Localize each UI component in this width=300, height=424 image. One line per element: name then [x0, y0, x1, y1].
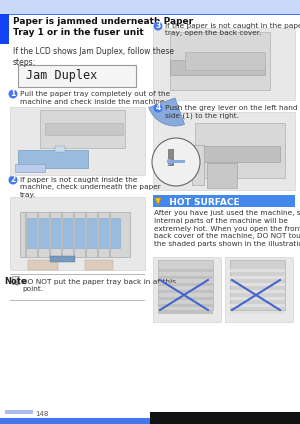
Text: Jam Duplex: Jam Duplex [26, 69, 97, 82]
Bar [158, 290, 213, 293]
Bar [73, 213, 75, 257]
Text: 3: 3 [155, 22, 160, 31]
Text: HOT SURFACE: HOT SURFACE [163, 198, 240, 207]
Bar [97, 213, 99, 257]
Bar [230, 276, 285, 279]
Bar [25, 213, 27, 257]
Bar [85, 213, 87, 257]
Bar [153, 112, 295, 190]
Text: If the paper is not caught in the paper
tray, open the back cover.: If the paper is not caught in the paper … [165, 23, 300, 36]
Bar [158, 276, 213, 279]
Bar [185, 52, 265, 70]
Text: Push the grey lever on the left hand
side (1) to the right.: Push the grey lever on the left hand sid… [165, 105, 298, 119]
Bar [230, 304, 285, 307]
Text: Note: Note [4, 277, 27, 286]
Bar [158, 311, 213, 314]
Bar [0, 14, 300, 15]
Bar [25, 218, 120, 248]
Text: 4: 4 [155, 103, 160, 112]
Bar [158, 304, 213, 307]
Bar [230, 311, 285, 314]
Bar [0, 0, 300, 14]
Polygon shape [155, 198, 161, 205]
Bar [225, 257, 293, 322]
Text: 1: 1 [11, 89, 16, 98]
Text: 2: 2 [11, 176, 16, 184]
Circle shape [8, 176, 17, 184]
Bar [12, 276, 19, 284]
Bar [158, 297, 213, 300]
Bar [50, 256, 75, 262]
Bar [195, 146, 280, 162]
Text: Paper is jammed underneath Paper
Tray 1 or in the fuser unit: Paper is jammed underneath Paper Tray 1 … [13, 17, 193, 37]
Bar [61, 213, 63, 257]
Bar [5, 410, 33, 414]
Bar [153, 195, 295, 207]
Bar [45, 123, 123, 135]
Bar [0, 418, 300, 424]
Bar [168, 149, 173, 165]
Text: After you have just used the machine, some
internal parts of the machine will be: After you have just used the machine, so… [154, 210, 300, 247]
Bar [49, 213, 51, 257]
Text: If the LCD shows Jam Duplex, follow these
steps:: If the LCD shows Jam Duplex, follow thes… [13, 47, 174, 67]
Bar [230, 297, 285, 300]
Bar [153, 28, 295, 100]
Bar [28, 260, 58, 270]
Circle shape [154, 103, 163, 112]
Bar [85, 260, 113, 270]
Bar [158, 260, 213, 310]
Bar [153, 257, 221, 322]
Text: 148: 148 [35, 411, 48, 417]
Bar [230, 260, 285, 310]
Bar [158, 283, 213, 286]
Bar [167, 160, 185, 163]
Bar [40, 110, 125, 148]
Bar [18, 150, 88, 168]
Bar [10, 197, 145, 270]
Bar [230, 283, 285, 286]
Wedge shape [149, 98, 184, 126]
Bar [192, 145, 204, 185]
Bar [37, 213, 39, 257]
Bar [109, 213, 111, 257]
Bar [230, 269, 285, 272]
Circle shape [8, 89, 17, 98]
Bar [170, 60, 265, 75]
Bar [158, 269, 213, 272]
Text: ✎: ✎ [13, 280, 18, 286]
Bar [20, 212, 130, 257]
Bar [150, 412, 300, 424]
Bar [55, 146, 65, 152]
Bar [10, 107, 145, 175]
Circle shape [154, 22, 163, 31]
Bar [195, 123, 285, 178]
Text: Pull the paper tray completely out of the
machine and check inside the machine.: Pull the paper tray completely out of th… [20, 91, 170, 104]
Text: If paper is not caught inside the
machine, check underneath the paper
tray.: If paper is not caught inside the machin… [20, 177, 161, 198]
Bar [0, 14, 9, 44]
Circle shape [152, 138, 200, 186]
Text: DO NOT put the paper tray back in at this
point.: DO NOT put the paper tray back in at thi… [22, 279, 176, 293]
Bar [18, 65, 136, 87]
Bar [15, 164, 45, 172]
Bar [170, 32, 270, 90]
Bar [207, 163, 237, 188]
Bar [230, 290, 285, 293]
